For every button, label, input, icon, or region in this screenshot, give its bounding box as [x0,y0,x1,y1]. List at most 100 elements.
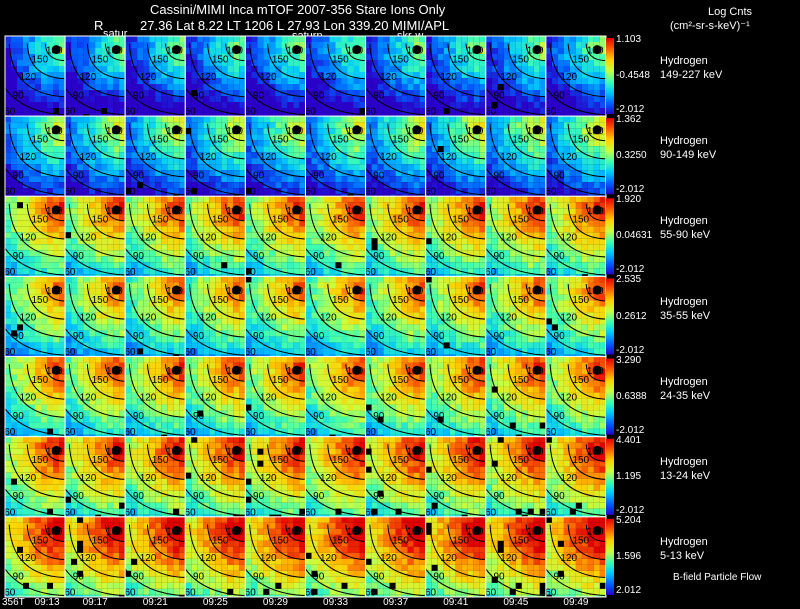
contour-line [245,87,305,116]
contour-line [104,524,125,542]
contour-line [305,167,365,196]
contour-label: 60 [545,347,557,358]
contour-label: 90 [313,411,325,422]
contour-label: 90 [253,91,265,102]
source-marker [472,445,482,455]
contour-line [465,284,486,302]
contour-label: 60 [185,347,197,358]
contour-label: 150 [392,375,409,386]
contour-line [249,123,305,178]
source-marker [352,125,362,135]
contour-label: 120 [560,393,577,404]
colorbar-min-value: -2.012 [616,104,645,116]
contour-label: 90 [13,491,25,502]
colorbar-max-value: 5.204 [616,514,642,526]
source-marker [232,285,242,295]
contour-line [86,284,125,320]
contour-label: 120 [140,553,157,564]
contour-line [387,43,425,80]
contour-line [65,487,125,516]
contour-line [545,167,606,196]
contour-line [465,364,486,382]
contour-label: 120 [440,393,457,404]
contour-line [207,524,245,561]
contour-label: 60 [4,187,16,198]
contour-label: 180 [46,286,63,297]
contour-line [545,247,606,276]
contour-label: 150 [332,375,349,386]
contour-label: 120 [560,232,577,243]
contour-line [447,203,486,240]
contour-line [507,284,546,320]
contour-line [365,167,425,196]
contour-label: 90 [554,571,566,582]
contour-label: 90 [313,171,325,182]
contour-label: 60 [245,347,257,358]
contour-label: 90 [133,571,145,582]
contour-line [44,203,65,222]
colorbar-max-value: 1.103 [616,34,642,45]
contour-line [567,43,606,80]
contour-line [309,524,365,579]
colorbar-min-value: -2.012 [616,184,645,196]
contour-line [104,203,125,222]
contour-label: 150 [212,295,229,306]
contour-line [267,123,305,160]
contour-label: 90 [13,91,25,102]
contour-line [164,444,185,462]
contour-label: 150 [392,295,409,306]
contour-line [525,524,546,542]
contour-label: 120 [19,393,36,404]
source-marker [232,205,242,215]
contour-line [425,567,486,597]
contour-label: 60 [185,267,197,278]
contour-line [465,203,486,222]
contour-line [327,123,365,160]
contour-line [549,444,606,498]
position-info: 27.36 Lat 8.22 LT 1206 L 27.93 Lon 339.2… [140,18,450,33]
source-marker [472,365,482,375]
contour-label: 60 [64,187,76,198]
contour-label: 180 [587,526,604,537]
contour-line [365,87,425,116]
contour-label: 180 [587,286,604,297]
contour-label: 60 [4,107,16,118]
contour-label: 150 [512,135,529,146]
source-marker [532,285,542,295]
contour-line [5,327,65,356]
contour-line [545,407,606,436]
colorbar-mid-value: 0.04631 [616,230,653,242]
contour-label: 150 [332,135,349,146]
contour-label: 180 [46,206,63,217]
contour-label: 180 [407,366,424,377]
contour-line [525,444,546,462]
contour-line [164,123,185,142]
contour-line [525,284,546,302]
contour-label: 60 [365,187,377,198]
contour-line [447,524,486,561]
contour-label: 180 [587,366,604,377]
contour-line [305,327,365,356]
colorbar-mid-value: -0.4548 [616,70,650,82]
units-label: (cm²-sr-s-keV)⁻¹ [670,20,750,32]
contour-label: 120 [440,232,457,243]
contour-label: 60 [365,507,377,518]
contour-label: 60 [425,507,437,518]
contour-label: 150 [572,54,589,65]
contour-label: 120 [19,473,36,484]
contour-label: 150 [32,535,49,546]
contour-label: 120 [500,473,517,484]
contour-line [549,524,606,579]
contour-label: 180 [407,446,424,457]
contour-line [164,524,185,542]
contour-line [345,364,365,382]
contour-label: 180 [346,206,363,217]
contour-line [465,123,486,142]
